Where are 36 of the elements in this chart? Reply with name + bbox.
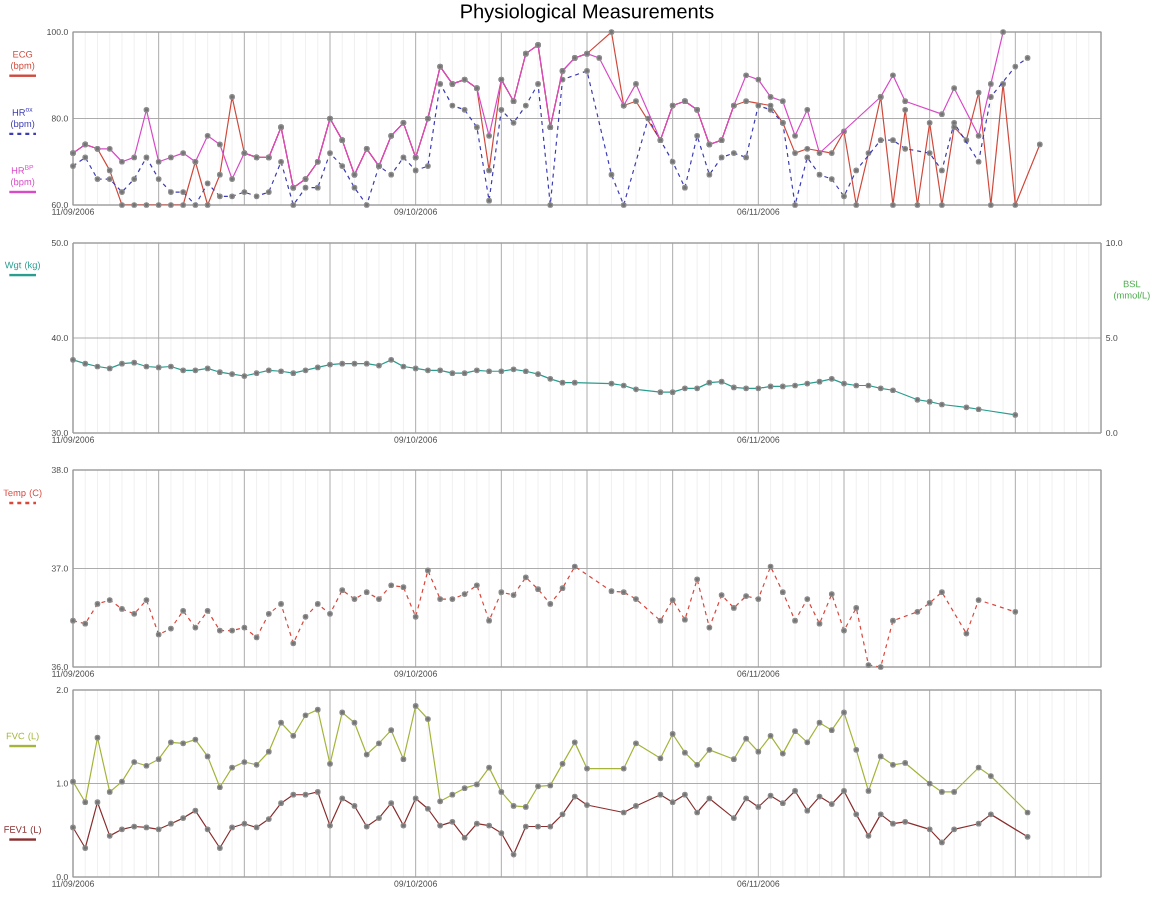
x-tick-label: 11/09/2006 xyxy=(52,436,94,443)
y2-tick-label: 0.0 xyxy=(1106,429,1118,437)
y-tick-label: 80.0 xyxy=(51,115,68,122)
text: HR$^{ox}$ (bpm) xyxy=(11,108,35,129)
y2-tick-label: 5.0 xyxy=(1106,334,1118,342)
text: HR$^{BP}$ (bpm) xyxy=(11,165,35,188)
text: Temp (C) xyxy=(3,489,42,499)
text: FEV1 (L) xyxy=(4,825,41,835)
y-tick-label: 37.0 xyxy=(51,565,68,572)
y-tick-label: 60.0 xyxy=(51,201,68,209)
y-tick-label: 1.0 xyxy=(56,780,68,787)
y-tick-label: 36.0 xyxy=(51,663,68,671)
text: Wgt (kg) xyxy=(4,261,40,271)
x-tick-label: 06/11/2006 xyxy=(737,880,780,887)
text: ECG (bpm) xyxy=(11,51,35,71)
y2-axis-title: BSL (mmol/L) xyxy=(1114,280,1150,301)
y-tick-label: 40.0 xyxy=(51,334,68,342)
x-tick-label: 09/10/2006 xyxy=(394,208,437,215)
x-tick-label: 11/09/2006 xyxy=(52,670,94,677)
y-tick-label: 2.0 xyxy=(56,686,68,694)
text: FVC (L) xyxy=(6,732,39,742)
x-tick-label: 06/11/2006 xyxy=(737,436,780,443)
y-tick-label: 100.0 xyxy=(47,28,68,36)
y-tick-label: 30.0 xyxy=(51,429,68,437)
x-tick-label: 06/11/2006 xyxy=(737,670,780,677)
x-tick-label: 09/10/2006 xyxy=(394,436,437,443)
x-tick-label: 11/09/2006 xyxy=(52,880,94,887)
chart-title: Physiological Measurements xyxy=(461,3,714,23)
x-tick-label: 09/10/2006 xyxy=(394,670,437,677)
x-tick-label: 06/11/2006 xyxy=(737,208,780,215)
y-tick-label: 38.0 xyxy=(51,466,68,474)
x-tick-label: 11/09/2006 xyxy=(52,208,94,215)
y2-tick-label: 10.0 xyxy=(1106,239,1123,247)
x-tick-label: 09/10/2006 xyxy=(394,880,437,887)
y-tick-label: 50.0 xyxy=(51,239,68,247)
y-tick-label: 0.0 xyxy=(56,873,68,881)
